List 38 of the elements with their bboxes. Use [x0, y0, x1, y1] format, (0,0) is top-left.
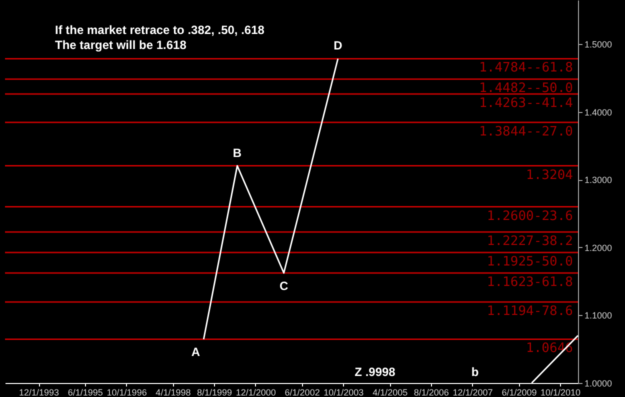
- ref-line-label: 1.2600-23.6: [486, 208, 573, 224]
- ref-line-label: 1.1925-50.0: [486, 254, 573, 270]
- line-series: [202, 58, 339, 340]
- x-tick-label: 8/1/1999: [196, 388, 232, 397]
- x-tick-label: 12/1/2000: [236, 388, 276, 397]
- annotation: b: [471, 365, 479, 379]
- x-tick-label: 4/1/2005: [372, 388, 408, 397]
- annotation: D: [334, 38, 343, 53]
- x-tick-label: 10/1/2003: [324, 388, 364, 397]
- text: The target will be 1.618: [55, 38, 187, 52]
- y-tick-label: 1.1000: [584, 310, 612, 321]
- ref-line-label: 1.2227-38.2: [486, 234, 573, 250]
- y-tick-label: 1.4000: [584, 107, 612, 118]
- annotation: B: [232, 146, 242, 160]
- x-tick-label: 6/1/2002: [284, 388, 320, 397]
- ref-line-label: 1.4482--50.0: [479, 81, 573, 96]
- x-tick-label: 6/1/2009: [502, 388, 537, 397]
- x-tick-label: 12/1/1993: [18, 388, 60, 397]
- x-tick-label: 10/1/1996: [106, 388, 147, 397]
- x-tick-label: 4/1/1998: [156, 388, 191, 397]
- y-tick-label: 1.5000: [584, 40, 612, 50]
- y-tick-label: 1.0000: [584, 378, 612, 388]
- annotation: C: [279, 278, 288, 293]
- ref-line-label: 1.1623-61.8: [486, 274, 573, 290]
- x-tick-label: 12/1/2007: [452, 388, 493, 397]
- x-tick-label: 6/1/1995: [68, 388, 103, 397]
- text: If the market retrace to .382, .50, .618: [55, 23, 265, 37]
- x-tick-label: 8/1/2006: [414, 388, 449, 397]
- ref-line-label: 1.3844--27.0: [479, 124, 573, 140]
- annotation: A: [191, 345, 200, 360]
- ref-line-label: 1.4263--41.4: [479, 96, 574, 112]
- ref-line-label: 1.4784--61.8: [479, 60, 573, 76]
- y-tick-label: 1.3000: [584, 175, 612, 186]
- y-tick-label: 1.2000: [584, 242, 612, 253]
- ref-line-label: 1.3204: [526, 168, 574, 183]
- x-tick-label: 10/1/2010: [540, 388, 581, 397]
- ref-line-label: 1.1194-78.6: [486, 304, 573, 320]
- annotation: Z .9998: [354, 365, 396, 379]
